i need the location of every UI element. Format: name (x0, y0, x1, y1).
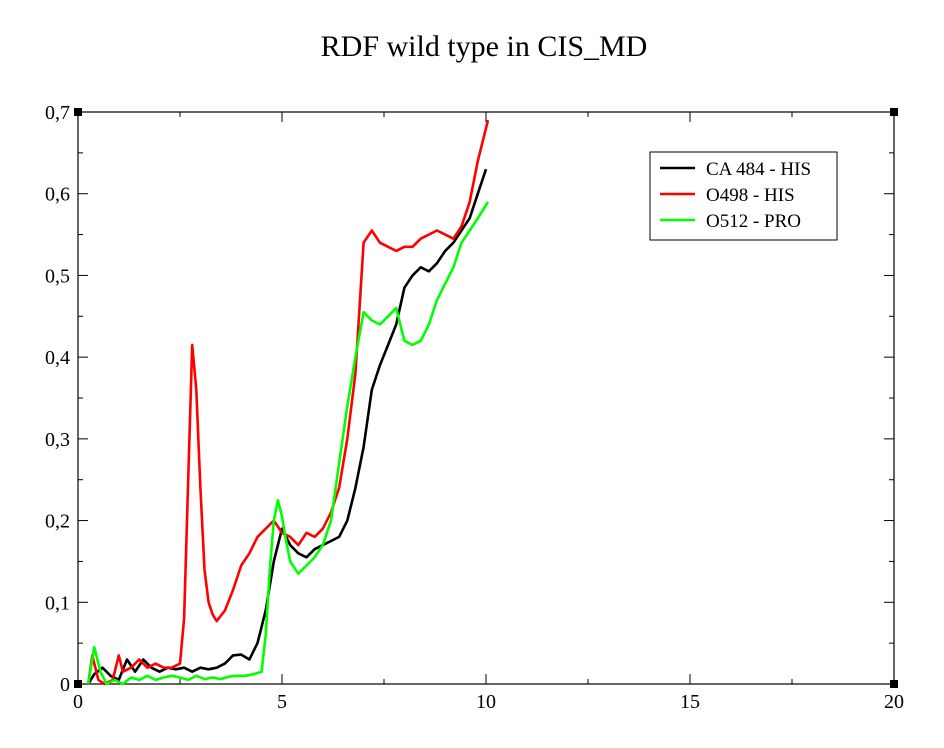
chart-title: RDF wild type in CIS_MD (321, 30, 648, 63)
y-tick-label: 0 (60, 674, 70, 696)
legend-label-0: CA 484 - HIS (706, 159, 811, 180)
series-line-0 (87, 168, 488, 685)
y-tick-label: 0,3 (45, 429, 70, 451)
x-tick-label: 15 (680, 691, 700, 713)
legend-label-1: O498 - HIS (706, 185, 795, 206)
y-tick-label: 0,6 (45, 184, 70, 206)
x-tick-label: 5 (277, 691, 287, 713)
series-line-1 (86, 119, 490, 686)
y-tick-label: 0,1 (45, 592, 70, 614)
y-tick-label: 0,4 (45, 347, 70, 369)
x-tick-label: 10 (476, 691, 496, 713)
axes: 0 5 10 15 20 0 0,1 0,2 0,3 0,4 0,5 0,6 0,7 (45, 102, 904, 713)
legend-label-2: O512 - PRO (706, 211, 801, 232)
legend: CA 484 - HIS O498 - HIS O512 - PRO (649, 151, 838, 241)
x-tick-label: 20 (884, 691, 904, 713)
series-line-2 (86, 201, 490, 686)
y-tick-label: 0,5 (45, 265, 70, 287)
y-tick-label: 0,2 (45, 511, 70, 533)
x-tick-label: 0 (73, 691, 83, 713)
series-layer (86, 119, 490, 686)
y-tick-label: 0,7 (45, 102, 70, 124)
legend-box (649, 151, 838, 241)
